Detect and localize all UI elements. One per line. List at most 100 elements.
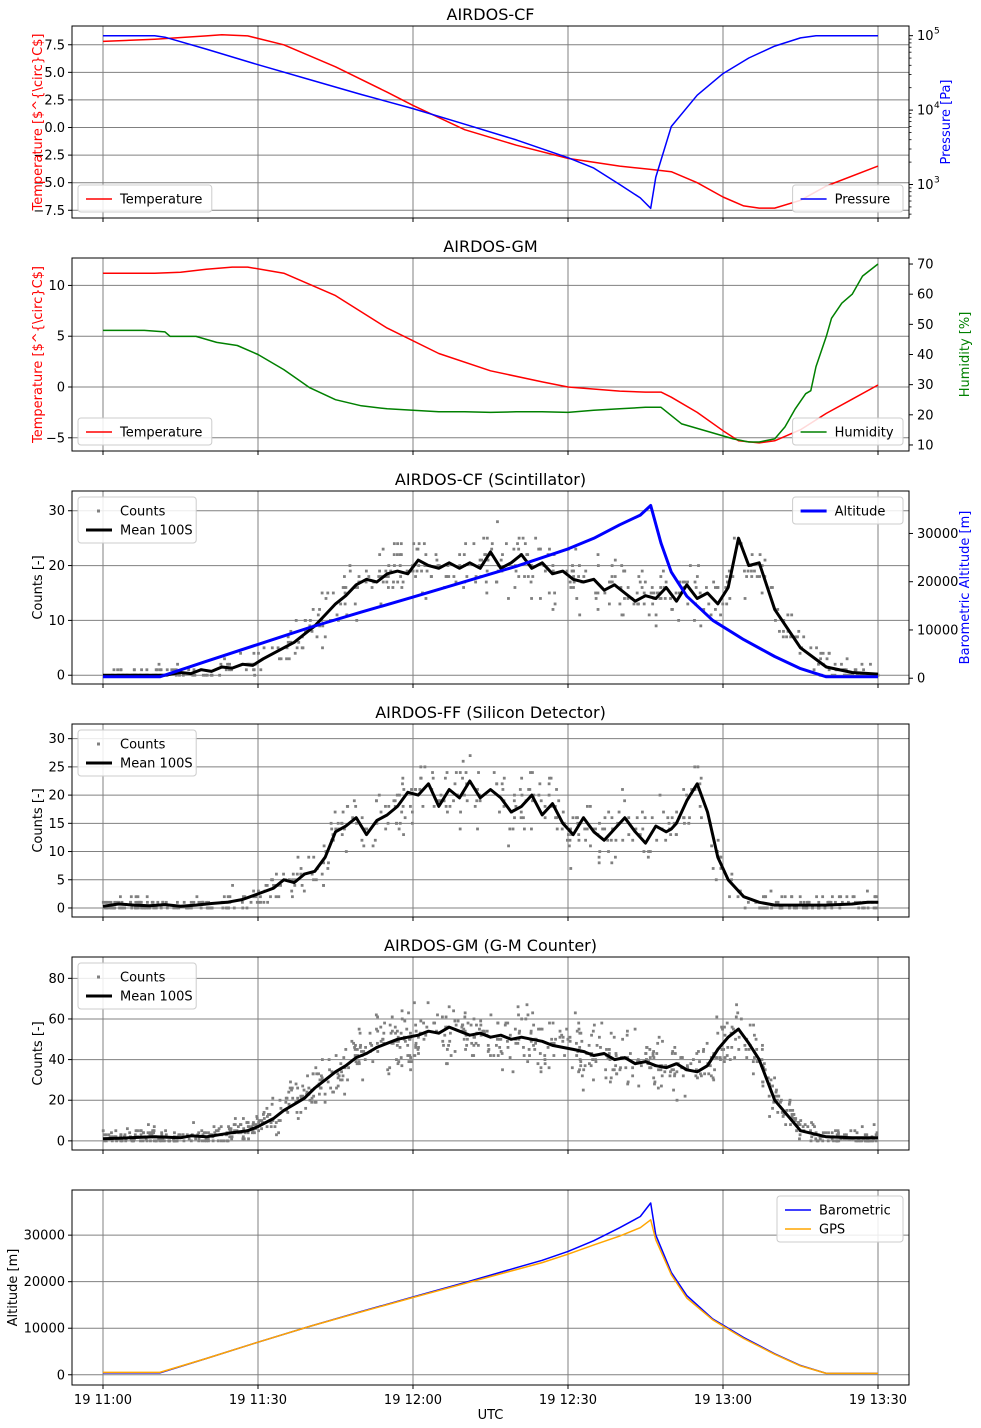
y2-tick-label: 10000 (917, 623, 958, 638)
count-point (500, 782, 504, 786)
count-point (434, 553, 438, 557)
count-point (846, 673, 850, 677)
count-point (400, 1017, 404, 1021)
count-point (859, 673, 863, 677)
count-point (671, 1050, 675, 1053)
count-point (763, 1068, 767, 1072)
y-tick-label: 0 (57, 669, 65, 684)
count-point (711, 867, 715, 870)
count-point (619, 586, 623, 589)
count-point (271, 1119, 275, 1122)
count-point (753, 569, 756, 573)
count-point (576, 816, 579, 820)
count-point (543, 1054, 547, 1057)
count-point (606, 1056, 610, 1059)
count-point (645, 1058, 648, 1061)
count-point (730, 878, 733, 882)
count-point (310, 1096, 314, 1100)
count-point (693, 765, 697, 769)
count-point (597, 855, 601, 859)
count-point (444, 1015, 448, 1019)
count-point (262, 1117, 266, 1120)
count-point (485, 1029, 489, 1033)
count-point (152, 1125, 156, 1129)
count-point (797, 1121, 801, 1124)
count-point (252, 651, 256, 655)
count-point (728, 597, 732, 600)
count-point (110, 906, 113, 910)
count-point (320, 1078, 324, 1082)
count-point (482, 1031, 486, 1035)
count-point (394, 1031, 397, 1035)
count-point (175, 900, 179, 904)
series-line-temperature (102, 34, 879, 209)
count-point (160, 1131, 164, 1135)
count-point (187, 668, 191, 672)
count-point (227, 1127, 231, 1131)
count-point (809, 1129, 812, 1133)
count-point (660, 1084, 663, 1088)
count-point (300, 646, 304, 650)
count-point (241, 895, 245, 899)
count-point (316, 613, 320, 617)
count-point (193, 673, 197, 677)
count-point (670, 1068, 674, 1072)
count-point (524, 1017, 528, 1021)
count-point (520, 776, 524, 780)
count-point (123, 906, 127, 910)
count-point (551, 1021, 555, 1025)
count-point (165, 906, 169, 910)
legend-box (792, 184, 904, 213)
count-point (472, 1054, 476, 1057)
count-point (832, 1139, 835, 1143)
count-point (282, 872, 285, 876)
count-point (340, 821, 344, 825)
count-point (618, 602, 622, 606)
count-point (320, 872, 324, 876)
count-point (700, 816, 703, 820)
count-point (259, 668, 263, 672)
y-tick-label: 0.0 (44, 121, 65, 136)
count-point (246, 1125, 250, 1129)
count-point (437, 799, 440, 803)
count-point (568, 1039, 572, 1043)
count-point (675, 1098, 679, 1102)
count-point (565, 569, 569, 573)
count-point (223, 657, 226, 661)
count-point (872, 906, 876, 910)
count-point (724, 586, 728, 589)
legend-marker (97, 975, 100, 979)
y2-tick-label: 20000 (917, 575, 958, 590)
count-point (490, 542, 494, 546)
count-point (344, 1048, 348, 1051)
count-point (854, 1139, 858, 1143)
count-point (462, 586, 466, 589)
count-point (734, 1015, 738, 1019)
count-point (275, 872, 278, 876)
x-tick-label: 19 11:30 (229, 1393, 287, 1408)
count-point (847, 900, 850, 904)
count-point (590, 1033, 593, 1037)
count-point (376, 1050, 380, 1053)
count-point (364, 569, 368, 573)
y2-axis-label: Pressure [Pa] (939, 79, 954, 164)
count-point (826, 900, 830, 904)
count-point (448, 1031, 452, 1035)
count-point (504, 542, 508, 546)
count-point (140, 668, 143, 672)
count-point (192, 900, 196, 904)
count-point (795, 906, 798, 910)
count-point (539, 1066, 543, 1070)
count-point (558, 1035, 562, 1039)
count-point (444, 1025, 448, 1029)
count-point (406, 1054, 410, 1057)
count-point (308, 624, 312, 628)
count-point (409, 804, 412, 808)
count-point (874, 1139, 878, 1143)
count-point (766, 1076, 770, 1080)
count-point (375, 1041, 379, 1045)
count-point (511, 1070, 515, 1074)
count-point (596, 553, 600, 557)
count-point (824, 1131, 828, 1135)
count-point (289, 1080, 292, 1084)
